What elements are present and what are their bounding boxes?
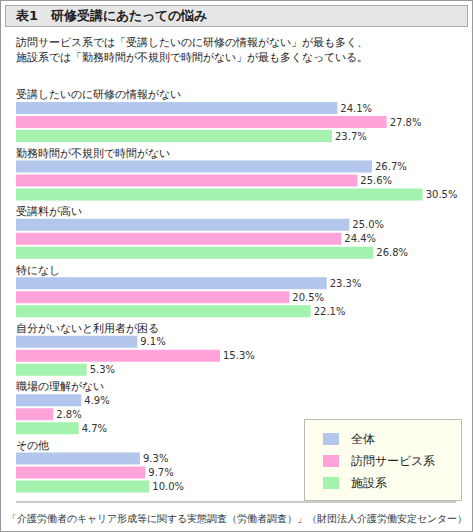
svg-text:9.1%: 9.1% — [140, 336, 165, 347]
svg-text:4.9%: 4.9% — [84, 395, 109, 406]
svg-text:24.1%: 24.1% — [340, 103, 372, 114]
svg-text:27.8%: 27.8% — [390, 117, 422, 128]
svg-text:勤務時間が不規則で時間がない: 勤務時間が不規則で時間がない — [16, 147, 170, 160]
svg-text:26.8%: 26.8% — [376, 247, 408, 258]
svg-text:22.1%: 22.1% — [314, 306, 346, 317]
svg-text:5.3%: 5.3% — [90, 364, 115, 375]
svg-text:4.7%: 4.7% — [82, 423, 107, 434]
svg-text:23.3%: 23.3% — [330, 278, 362, 289]
html-text:表1 研修受講にあたっての悩み: 表1 研修受講にあたっての悩み — [16, 8, 207, 23]
svg-text:特になし: 特になし — [16, 264, 60, 277]
svg-text:9.7%: 9.7% — [148, 467, 173, 478]
svg-text:自分がいないと利用者が困る: 自分がいないと利用者が困る — [16, 322, 159, 335]
html-text:施設系: 施設系 — [351, 475, 387, 490]
svg-text:20.5%: 20.5% — [292, 292, 324, 303]
html-text:訪問サービス系: 訪問サービス系 — [351, 453, 435, 468]
svg-text:23.7%: 23.7% — [335, 131, 367, 142]
svg-text:その他: その他 — [16, 439, 49, 452]
svg-text:15.3%: 15.3% — [223, 350, 255, 361]
html-text:全体: 全体 — [351, 431, 375, 446]
svg-text:9.3%: 9.3% — [143, 453, 168, 464]
svg-text:26.7%: 26.7% — [375, 161, 407, 172]
svg-text:職場の理解がない: 職場の理解がない — [16, 380, 104, 393]
svg-text:10.0%: 10.0% — [152, 481, 184, 492]
svg-text:25.6%: 25.6% — [360, 175, 392, 186]
html-text:「介護労働者のキャリア形成等に関する実態調査（労働者調査）」: 「介護労働者のキャリア形成等に関する実態調査（労働者調査）」（財団法人介護労働安… — [7, 513, 467, 524]
svg-text:2.8%: 2.8% — [56, 409, 81, 420]
svg-text:受講したいのに研修の情報がない: 受講したいのに研修の情報がない — [16, 88, 181, 101]
svg-text:30.5%: 30.5% — [426, 189, 458, 200]
svg-text:受講料が高い: 受講料が高い — [16, 205, 82, 218]
svg-text:25.0%: 25.0% — [352, 219, 384, 230]
html-text:訪問サービス系では「受講したいのに研修の情報がない」が最も多: 訪問サービス系では「受講したいのに研修の情報がない」が最も多く、 施設系では「勤… — [16, 36, 368, 64]
svg-text:24.4%: 24.4% — [344, 233, 376, 244]
